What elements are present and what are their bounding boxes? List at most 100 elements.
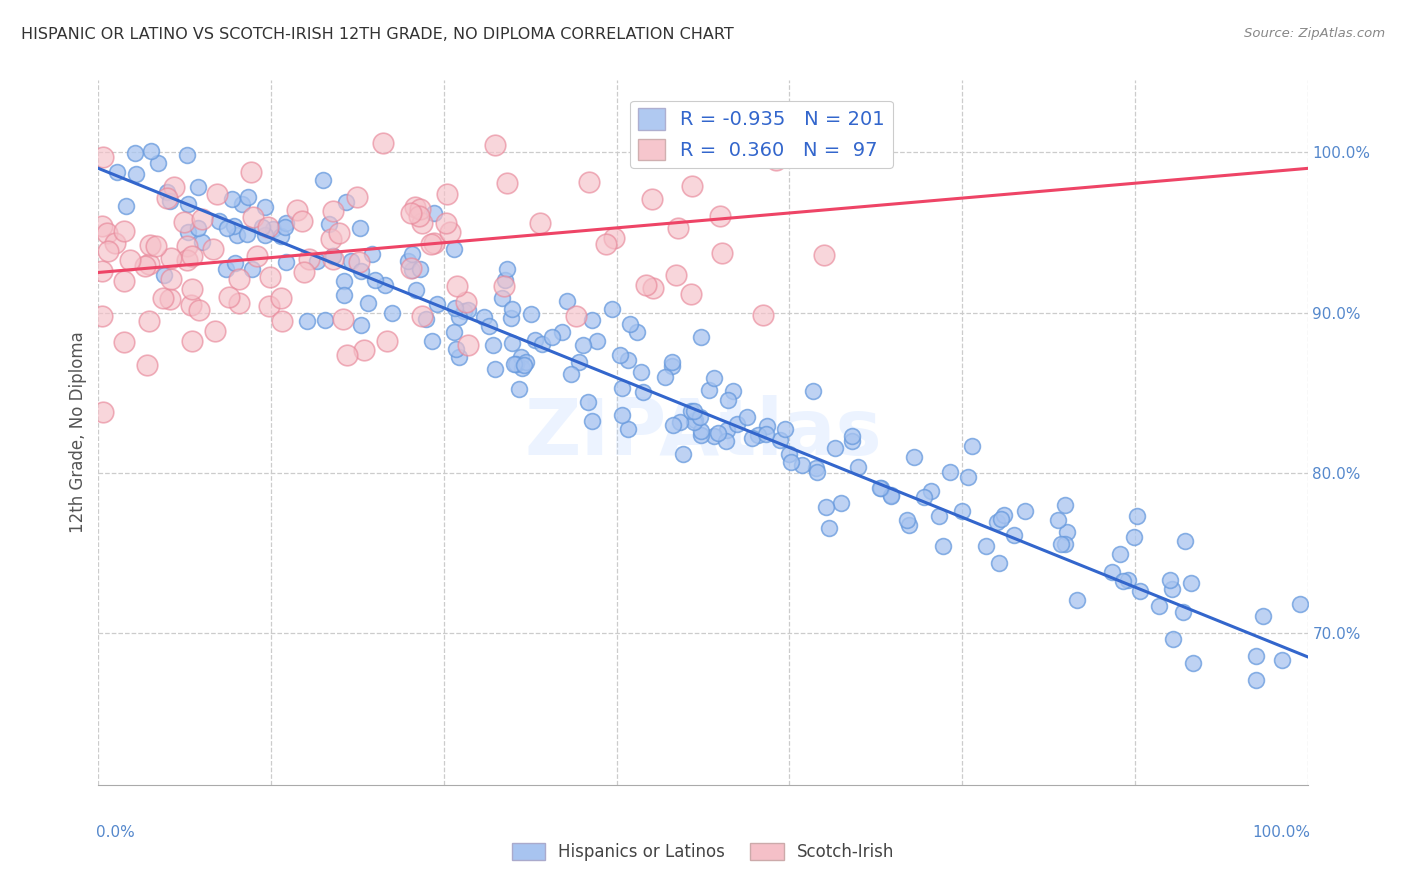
Point xyxy=(703,370,725,384)
Point xyxy=(228,296,250,310)
Point xyxy=(672,447,695,461)
Point xyxy=(666,221,689,235)
Point xyxy=(619,318,641,332)
Point xyxy=(725,417,748,431)
Point xyxy=(630,364,652,378)
Point xyxy=(90,309,112,323)
Point xyxy=(654,370,676,384)
Point xyxy=(381,306,404,320)
Point xyxy=(665,268,688,283)
Point xyxy=(634,277,657,292)
Point xyxy=(990,512,1012,526)
Point xyxy=(145,239,167,253)
Text: 0.0%: 0.0% xyxy=(96,825,135,840)
Point xyxy=(360,247,382,261)
Point xyxy=(270,228,292,243)
Point xyxy=(105,165,128,179)
Point xyxy=(124,145,146,160)
Point xyxy=(496,176,519,190)
Point xyxy=(586,334,609,348)
Point xyxy=(257,300,280,314)
Point xyxy=(679,404,702,418)
Point xyxy=(716,423,738,437)
Point xyxy=(444,343,467,357)
Point xyxy=(204,324,226,338)
Point xyxy=(610,381,633,395)
Point xyxy=(830,495,852,509)
Point xyxy=(484,138,506,153)
Point xyxy=(322,249,344,263)
Point xyxy=(555,294,578,309)
Point xyxy=(1066,593,1088,607)
Point xyxy=(681,287,703,301)
Point xyxy=(159,292,181,306)
Point xyxy=(242,211,264,225)
Point xyxy=(346,190,368,204)
Point xyxy=(641,193,664,207)
Point xyxy=(115,199,138,213)
Point xyxy=(457,338,479,352)
Point xyxy=(221,192,243,206)
Point xyxy=(813,248,835,262)
Point xyxy=(572,338,595,352)
Point xyxy=(499,311,522,326)
Point xyxy=(1116,573,1139,587)
Point xyxy=(408,209,430,223)
Point xyxy=(187,179,209,194)
Point xyxy=(633,385,655,400)
Point xyxy=(689,409,711,424)
Point xyxy=(181,249,204,263)
Point xyxy=(512,359,534,373)
Point xyxy=(208,214,231,228)
Point xyxy=(581,414,603,428)
Point xyxy=(191,212,214,227)
Point xyxy=(176,253,198,268)
Point xyxy=(747,428,769,442)
Point xyxy=(139,238,162,252)
Legend: Hispanics or Latinos, Scotch-Irish: Hispanics or Latinos, Scotch-Irish xyxy=(505,836,901,868)
Point xyxy=(1246,649,1268,664)
Point xyxy=(993,508,1015,522)
Point xyxy=(91,219,114,234)
Point xyxy=(1053,498,1076,512)
Point xyxy=(415,312,437,326)
Point xyxy=(254,227,277,242)
Point xyxy=(257,220,280,235)
Point xyxy=(240,261,263,276)
Point xyxy=(765,153,787,168)
Point xyxy=(322,204,344,219)
Point xyxy=(159,251,181,265)
Point xyxy=(456,295,478,310)
Point xyxy=(180,334,202,348)
Point xyxy=(1161,632,1184,646)
Point xyxy=(231,197,253,211)
Point xyxy=(215,262,238,277)
Point xyxy=(364,273,387,287)
Point xyxy=(1002,527,1025,541)
Point xyxy=(153,268,176,283)
Point xyxy=(478,318,501,333)
Point xyxy=(560,367,582,381)
Point xyxy=(350,318,373,333)
Point xyxy=(661,359,683,373)
Point xyxy=(939,465,962,479)
Point xyxy=(880,488,903,502)
Point xyxy=(920,483,942,498)
Point xyxy=(146,155,169,169)
Point xyxy=(91,405,114,419)
Point xyxy=(274,220,297,235)
Point xyxy=(347,254,370,268)
Point xyxy=(311,173,333,187)
Point xyxy=(176,239,198,253)
Point xyxy=(494,273,516,287)
Point xyxy=(228,272,250,286)
Point xyxy=(328,226,350,240)
Point xyxy=(755,427,778,442)
Point xyxy=(401,247,423,261)
Point xyxy=(662,418,685,433)
Point xyxy=(399,206,422,220)
Point xyxy=(515,355,537,369)
Point xyxy=(741,431,763,445)
Point xyxy=(336,348,359,362)
Point xyxy=(931,540,953,554)
